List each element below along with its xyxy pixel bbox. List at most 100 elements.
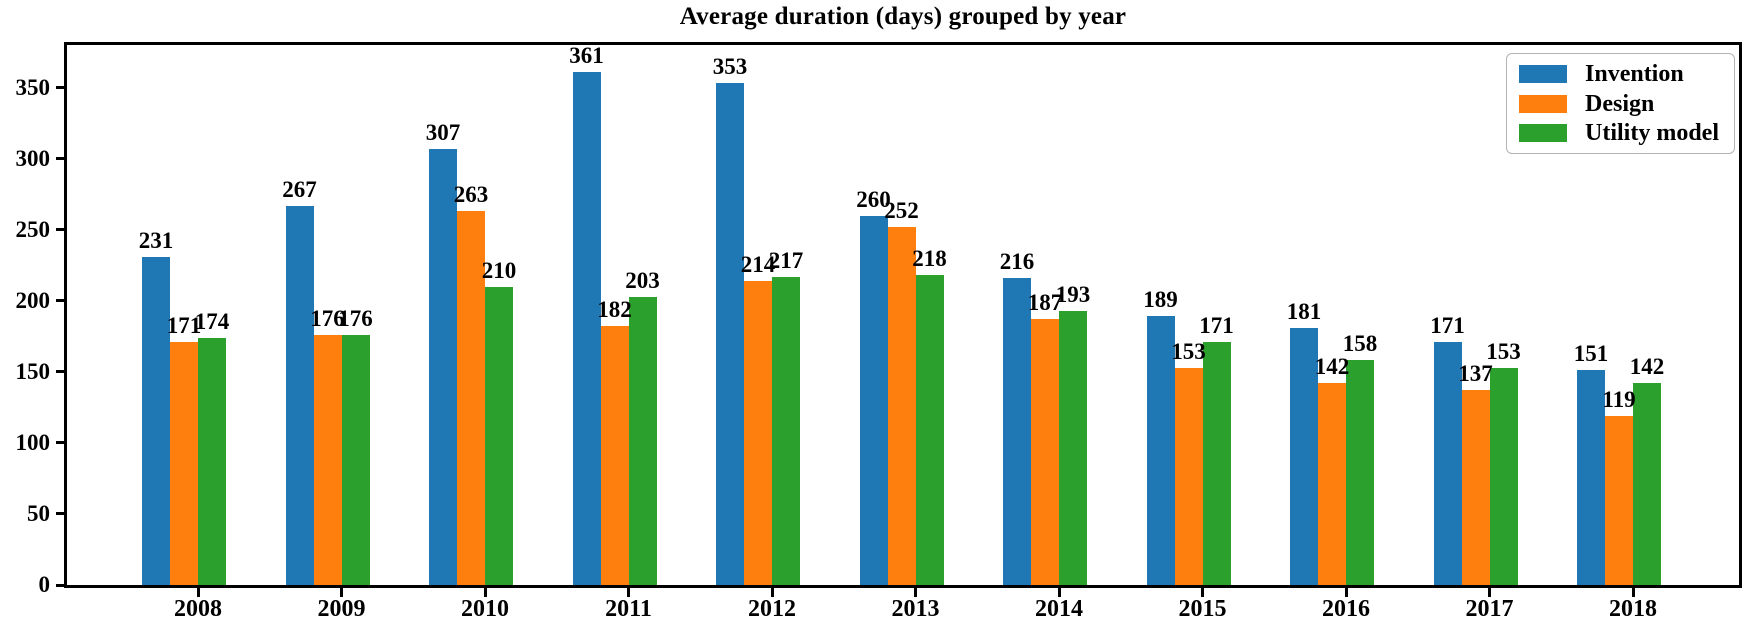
- y-tick-label: 350: [15, 74, 51, 100]
- bar-invention-2009: [285, 205, 314, 585]
- bar-design-2016: [1318, 383, 1346, 585]
- x-tick-label: 2014: [1035, 596, 1083, 622]
- bar-design-2017: [1461, 390, 1490, 585]
- bar-value-label: 361: [569, 43, 604, 68]
- y-tick-mark: [56, 583, 64, 587]
- x-tick-label: 2009: [317, 596, 366, 622]
- bar-value-label: 193: [1055, 281, 1091, 307]
- bar-value-label: 171: [1199, 313, 1234, 338]
- x-tick-mark: [770, 588, 774, 597]
- bar-design-2010: [457, 211, 485, 585]
- bar-utility-model-2017: [1489, 367, 1518, 585]
- bar-value-label: 153: [1486, 338, 1521, 364]
- legend-entry-utility-model: Utility model: [1519, 120, 1722, 146]
- bar-value-label: 252: [884, 197, 919, 223]
- x-tick-mark: [1631, 588, 1635, 597]
- bar-value-label: 119: [1602, 386, 1636, 412]
- bar-value-label: 151: [1573, 341, 1609, 367]
- x-tick-label: 2013: [891, 596, 940, 622]
- bar-value-label: 210: [481, 257, 517, 283]
- bar-design-2014: [1031, 319, 1059, 585]
- legend-swatch-invention-icon: [1519, 65, 1567, 83]
- bar-utility-model-2011: [628, 296, 657, 585]
- bar-value-label: 158: [1342, 331, 1378, 357]
- bar-value-label: 171: [1430, 313, 1465, 338]
- bar-value-label: 189: [1143, 287, 1178, 313]
- bar-value-label: 218: [912, 246, 947, 272]
- bar-invention-2013: [859, 215, 888, 585]
- bar-invention-2015: [1146, 316, 1175, 585]
- y-tick-mark: [56, 228, 64, 232]
- y-tick-label: 0: [38, 572, 51, 597]
- x-tick-label: 2012: [748, 596, 796, 622]
- y-tick-label: 300: [15, 145, 51, 171]
- bar-value-label: 181: [1286, 298, 1322, 324]
- x-tick-label: 2017: [1465, 596, 1514, 622]
- legend-label: Invention: [1585, 61, 1684, 87]
- bar-utility-model-2008: [198, 337, 226, 585]
- legend: Invention Design Utility model: [1506, 53, 1735, 154]
- bar-utility-model-2010: [485, 286, 513, 585]
- bar-utility-model-2018: [1633, 383, 1661, 585]
- bar-value-label: 174: [194, 308, 230, 334]
- y-tick-mark: [56, 299, 64, 303]
- bar-value-label: 187: [1027, 290, 1063, 316]
- bar-utility-model-2015: [1202, 342, 1231, 585]
- y-tick-mark: [56, 512, 64, 516]
- bar-value-label: 307: [425, 119, 461, 145]
- x-tick-mark: [340, 588, 343, 597]
- bar-invention-2008: [142, 256, 170, 585]
- y-tick-mark: [56, 370, 64, 374]
- chart-title: Average duration (days) grouped by year: [679, 3, 1127, 30]
- x-tick-label: 2010: [461, 596, 509, 622]
- legend-label: Utility model: [1585, 120, 1719, 146]
- bar-invention-2012: [716, 83, 744, 585]
- y-tick-label: 200: [15, 287, 51, 313]
- bar-design-2011: [600, 326, 629, 585]
- bar-value-label: 214: [740, 251, 776, 277]
- bar-value-label: 203: [625, 267, 660, 293]
- bar-invention-2017: [1433, 342, 1462, 585]
- bar-value-label: 217: [768, 247, 804, 273]
- bar-value-label: 263: [453, 182, 489, 208]
- bar-value-label: 260: [856, 186, 891, 212]
- bar-value-label: 176: [338, 305, 373, 331]
- bar-value-label: 176: [310, 305, 345, 331]
- y-tick-label: 100: [15, 429, 51, 455]
- bar-utility-model-2014: [1059, 310, 1087, 585]
- bar-invention-2018: [1577, 370, 1605, 585]
- y-tick-label: 50: [27, 500, 50, 526]
- bar-invention-2011: [572, 72, 601, 585]
- bar-value-label: 137: [1458, 361, 1493, 387]
- bar-value-label: 231: [138, 227, 174, 253]
- y-tick-mark: [56, 157, 64, 161]
- bar-invention-2010: [429, 148, 457, 585]
- x-tick-label: 2011: [605, 596, 652, 622]
- bar-value-label: 142: [1629, 354, 1665, 380]
- x-tick-mark: [1344, 588, 1348, 597]
- x-tick-label: 2016: [1322, 596, 1370, 622]
- bar-design-2012: [744, 280, 772, 585]
- legend-label: Design: [1585, 90, 1655, 117]
- x-tick-mark: [1488, 588, 1491, 597]
- bar-design-2015: [1174, 367, 1203, 585]
- x-tick-mark: [1201, 588, 1204, 597]
- x-tick-label: 2018: [1609, 596, 1657, 622]
- y-tick-mark: [56, 441, 64, 445]
- x-tick-mark: [627, 588, 630, 597]
- bar-design-2008: [170, 342, 198, 585]
- x-tick-mark: [1057, 588, 1061, 597]
- bar-design-2018: [1605, 415, 1633, 585]
- bar-utility-model-2016: [1346, 360, 1374, 585]
- bar-value-label: 267: [282, 176, 317, 202]
- bar-design-2009: [313, 334, 342, 585]
- legend-swatch-utility-model-icon: [1519, 124, 1567, 142]
- y-tick-mark: [56, 86, 64, 90]
- bar-invention-2016: [1290, 327, 1318, 585]
- legend-entry-invention: Invention: [1519, 61, 1722, 87]
- x-tick-mark: [914, 588, 917, 597]
- x-tick-label: 2008: [174, 596, 222, 622]
- legend-swatch-design-icon: [1519, 94, 1567, 113]
- legend-entry-design: Design: [1519, 91, 1722, 117]
